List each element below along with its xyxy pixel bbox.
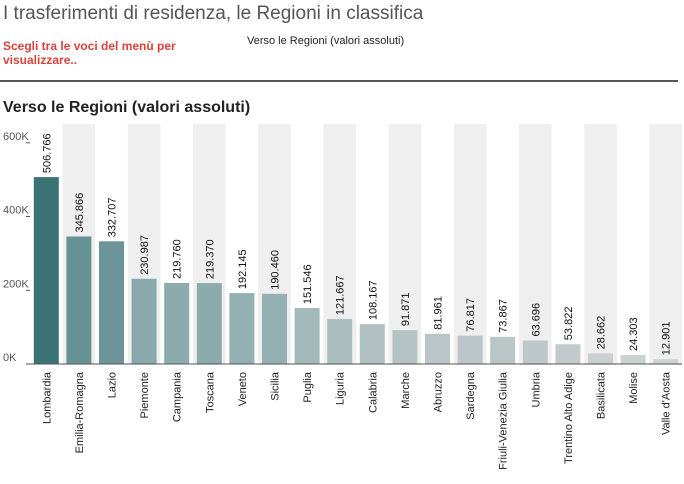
data-label: 73.867 xyxy=(498,299,510,333)
category-label: Lazio xyxy=(107,372,119,398)
column-band xyxy=(388,124,422,365)
data-label: 151.546 xyxy=(302,264,314,304)
bar[interactable] xyxy=(620,355,646,364)
category-label: Abruzzo xyxy=(433,372,445,412)
data-label: 190.460 xyxy=(270,250,282,290)
data-label: 219.760 xyxy=(172,239,184,279)
data-label: 506.766 xyxy=(41,133,53,173)
y-tick-label: 0K xyxy=(3,352,17,364)
category-label: Toscana xyxy=(204,371,216,413)
data-label: 230.987 xyxy=(139,235,151,275)
column-band xyxy=(519,124,552,365)
data-label: 108.167 xyxy=(367,280,379,320)
column-band xyxy=(584,124,617,365)
bar[interactable] xyxy=(490,336,516,364)
category-label: Molise xyxy=(628,372,640,404)
bar[interactable] xyxy=(196,283,222,364)
column-band xyxy=(649,124,682,365)
y-tick-label: 200K xyxy=(3,278,29,290)
bar[interactable] xyxy=(392,330,418,364)
data-label: 24.303 xyxy=(628,317,640,351)
y-axis: 0K 200K 400K 600K xyxy=(3,131,682,365)
category-label: Puglia xyxy=(302,371,314,402)
bar[interactable] xyxy=(229,293,255,364)
data-label: 28.662 xyxy=(596,316,608,350)
data-label: 81.961 xyxy=(433,296,445,330)
category-label: Veneto xyxy=(237,372,249,406)
bar[interactable] xyxy=(653,359,679,364)
category-label: Liguria xyxy=(335,371,347,405)
column-band xyxy=(453,124,487,365)
y-tick-label: 400K xyxy=(3,205,29,217)
data-label: 219.370 xyxy=(204,239,216,279)
category-label: Valle d'Aosta xyxy=(661,371,673,435)
chart-title: Verso le Regioni (valori assoluti) xyxy=(3,99,251,116)
data-label: 63.696 xyxy=(530,303,542,337)
data-label: 192.145 xyxy=(237,249,249,289)
bar[interactable] xyxy=(522,340,548,365)
menu-prompt: Scegli tra le voci del menù per visualiz… xyxy=(3,39,176,67)
data-label: 91.871 xyxy=(400,292,412,326)
category-labels: Lombardia Emilia-Romagna Lazio Piemonte Camp… xyxy=(41,371,672,470)
data-label: 53.822 xyxy=(563,307,575,341)
category-label: Friuli-Venezia Giulia xyxy=(498,371,510,470)
category-label: Umbria xyxy=(530,371,542,407)
category-label: Piemonte xyxy=(139,372,151,418)
category-label: Sicilia xyxy=(270,371,282,401)
data-label: 332.707 xyxy=(107,198,119,238)
menu-dropdown[interactable]: Verso le Regioni (valori assoluti) xyxy=(247,35,405,47)
bar[interactable] xyxy=(359,324,385,364)
category-label: Marche xyxy=(400,372,412,409)
category-label: Lombardia xyxy=(41,371,53,424)
y-tick-label: 600K xyxy=(3,131,29,143)
bar[interactable] xyxy=(66,236,92,365)
bar-chart: 0K 200K 400K 600K 506.766 345.866 332.707 230.… xyxy=(3,124,682,470)
category-label: Campania xyxy=(172,371,184,422)
bars xyxy=(33,177,679,365)
header-divider xyxy=(0,80,678,82)
category-label: Emilia-Romagna xyxy=(74,371,86,453)
bar[interactable] xyxy=(327,319,353,364)
bar[interactable] xyxy=(457,335,483,364)
category-label: Trentino Alto Adige xyxy=(563,372,575,464)
data-label: 12.901 xyxy=(661,322,673,356)
data-label: 76.817 xyxy=(465,298,477,332)
page-title: I trasferimenti di residenza, le Regioni… xyxy=(3,3,424,24)
data-label: 121.667 xyxy=(335,275,347,315)
data-label: 345.866 xyxy=(74,193,86,233)
bar[interactable] xyxy=(555,344,581,364)
bar[interactable] xyxy=(588,353,613,364)
category-label: Basilicata xyxy=(596,371,608,419)
bar[interactable] xyxy=(131,278,157,364)
bar[interactable] xyxy=(425,333,450,364)
bar[interactable] xyxy=(262,293,287,364)
bar[interactable] xyxy=(294,308,320,364)
category-label: Sardegna xyxy=(465,371,477,420)
bar[interactable] xyxy=(164,283,190,364)
data-labels: 506.766 345.866 332.707 230.987 219.760 219.3… xyxy=(41,133,672,355)
bar[interactable] xyxy=(33,177,59,364)
bar[interactable] xyxy=(99,241,124,364)
category-label: Calabria xyxy=(367,371,379,413)
